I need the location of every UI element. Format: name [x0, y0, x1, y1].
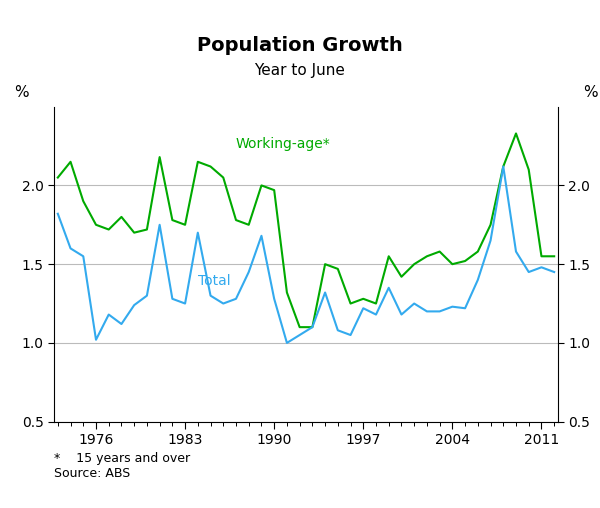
Text: %: % [583, 85, 598, 101]
Text: Total: Total [198, 274, 230, 288]
Text: Working-age*: Working-age* [236, 137, 331, 151]
Text: Population Growth: Population Growth [197, 36, 403, 54]
Text: %: % [14, 85, 29, 101]
Text: *    15 years and over
Source: ABS: * 15 years and over Source: ABS [54, 452, 190, 480]
Text: Year to June: Year to June [254, 64, 346, 79]
